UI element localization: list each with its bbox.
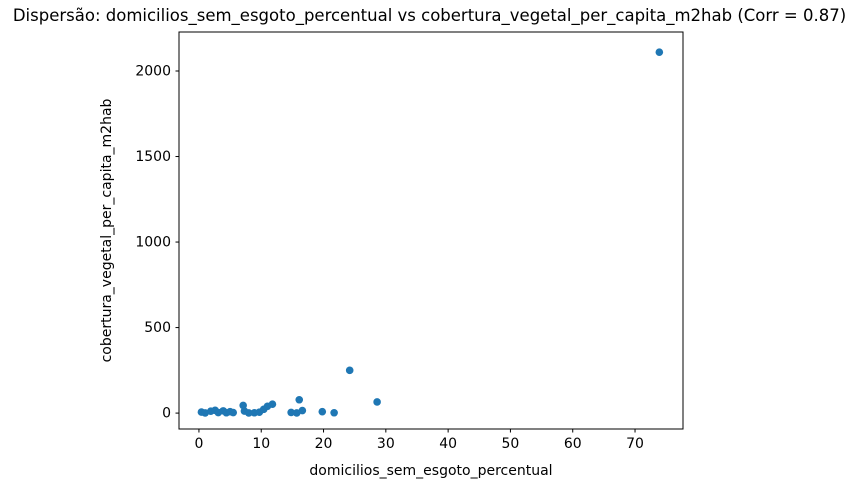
data-point [373, 398, 381, 406]
axes-box [178, 31, 684, 430]
chart-title: Dispersão: domicilios_sem_esgoto_percent… [12, 6, 847, 25]
data-point [298, 406, 307, 415]
y-tick-label: 0 [162, 406, 171, 422]
y-tick-label: 2000 [135, 63, 171, 79]
x-tick-label: 50 [502, 436, 520, 452]
data-point [345, 366, 354, 375]
x-tick-label: 0 [194, 436, 203, 452]
x-tick-label: 40 [439, 436, 457, 452]
y-axis-label: cobertura_vegetal_per_capita_m2hab [99, 98, 115, 362]
x-tick-label: 30 [377, 436, 395, 452]
data-point [318, 407, 327, 416]
x-tick-label: 60 [564, 436, 582, 452]
y-tick-label: 1000 [135, 235, 171, 251]
data-point [244, 409, 253, 417]
x-tick-label: 20 [315, 436, 333, 452]
data-point [229, 408, 238, 417]
data-point [268, 400, 277, 408]
data-point [295, 395, 304, 404]
data-point [239, 401, 247, 410]
data-point [330, 408, 338, 417]
y-tick-label: 1500 [135, 149, 171, 165]
data-point [655, 48, 664, 56]
x-axis-label: domicilios_sem_esgoto_percentual [309, 463, 552, 479]
x-tick-label: 10 [252, 436, 270, 452]
x-tick-label: 70 [626, 436, 644, 452]
y-tick-label: 500 [144, 320, 171, 336]
data-point [287, 408, 295, 417]
